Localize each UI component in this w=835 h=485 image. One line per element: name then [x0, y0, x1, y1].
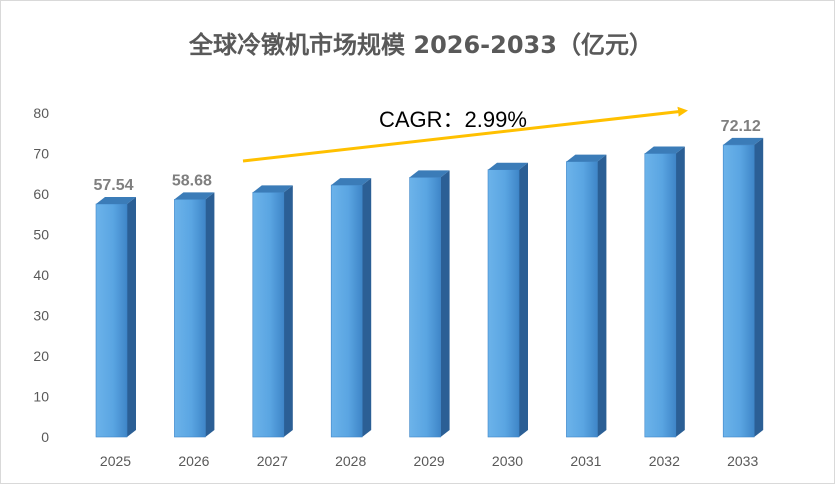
x-tick-label: 2025 — [100, 453, 131, 469]
bar-side — [205, 192, 215, 437]
bar-side — [127, 196, 136, 437]
bar-side — [675, 146, 685, 437]
y-tick-label: 60 — [33, 186, 49, 202]
y-tick-label: 20 — [33, 348, 49, 364]
bar — [644, 146, 685, 438]
bar — [487, 162, 528, 438]
bar-front — [409, 177, 441, 438]
bar-top — [644, 146, 685, 154]
bar-top — [174, 192, 215, 200]
bar-side — [440, 170, 450, 437]
cagr-annotation: CAGR：2.99% — [379, 107, 527, 132]
bar-side — [283, 185, 293, 437]
bar-side — [754, 137, 764, 437]
x-tick-label: 2031 — [570, 453, 601, 469]
y-tick-label: 0 — [41, 429, 49, 445]
y-tick-label: 30 — [33, 308, 49, 324]
bar-front — [252, 192, 285, 438]
data-label: 58.68 — [172, 172, 212, 189]
bar-top — [331, 178, 372, 186]
bar-top — [488, 162, 528, 170]
bar-top — [566, 154, 607, 162]
bar — [95, 196, 136, 438]
x-tick-label: 2032 — [649, 453, 680, 469]
data-label: 57.54 — [93, 177, 133, 194]
x-tick-label: 2033 — [727, 453, 758, 469]
y-tick-label: 80 — [33, 105, 49, 121]
bar-side — [597, 154, 607, 437]
bar-side — [519, 162, 528, 437]
bar — [330, 178, 372, 438]
bar-front — [95, 203, 128, 438]
x-tick-label: 2028 — [335, 453, 366, 469]
x-tick-label: 2030 — [492, 453, 523, 469]
bar-top — [723, 137, 764, 145]
y-tick-label: 70 — [33, 146, 49, 162]
bar-front — [487, 169, 520, 438]
bar-front — [330, 184, 363, 438]
data-labels: 57.54 58.68 72.12 — [93, 118, 760, 194]
bar-front — [644, 153, 677, 438]
x-tick-label: 2026 — [178, 453, 209, 469]
cagr-arrow — [242, 106, 688, 163]
y-tick-label: 10 — [33, 389, 49, 405]
bar — [252, 185, 293, 438]
x-tick-label: 2027 — [257, 453, 288, 469]
x-tick-label: 2029 — [414, 453, 445, 469]
bar-top — [252, 185, 293, 193]
bar-front — [566, 161, 598, 438]
y-axis: 0 10 20 30 40 50 60 70 80 — [33, 105, 49, 445]
bar-top — [409, 170, 450, 178]
bar-front — [174, 199, 206, 438]
bar-front — [722, 144, 755, 438]
bar — [174, 192, 215, 438]
bar-top — [96, 196, 136, 204]
bar — [409, 170, 450, 438]
x-axis: 2025 2026 2027 2028 2029 2030 2031 2032 2033 — [100, 453, 759, 469]
chart-title: 全球冷镦机市场规模 2026-2033（亿元） — [188, 31, 653, 59]
y-tick-label: 40 — [33, 267, 49, 283]
y-tick-label: 50 — [33, 227, 49, 243]
bar-side — [362, 178, 372, 437]
bars — [95, 137, 764, 438]
bar — [566, 154, 607, 438]
data-label: 72.12 — [721, 118, 761, 135]
bar — [722, 137, 764, 438]
